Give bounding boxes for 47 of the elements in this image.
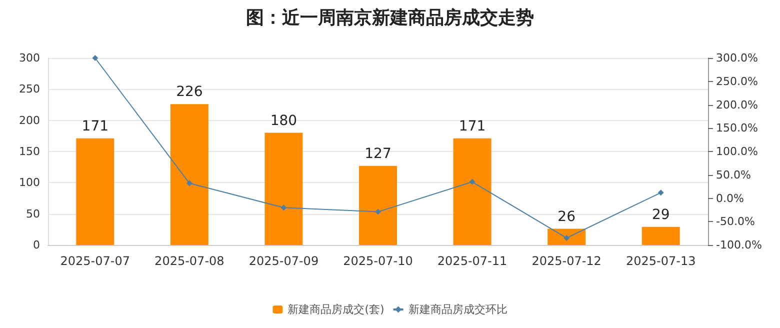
legend-label: 新建商品房成交(套) xyxy=(288,303,384,316)
x-tick-label: 2025-07-09 xyxy=(248,254,319,268)
data-label: 26 xyxy=(558,208,576,225)
data-label: 226 xyxy=(176,84,203,100)
y2-tick-label: 200.0% xyxy=(716,98,758,112)
legend-label: 新建商品房成交环比 xyxy=(408,303,508,316)
y-tick-label: 250 xyxy=(19,82,40,96)
x-tick-label: 2025-07-10 xyxy=(343,254,413,268)
y-tick-label: 0 xyxy=(33,238,40,252)
point xyxy=(375,208,381,215)
bar xyxy=(548,228,586,245)
y2-tick-label: 100.0% xyxy=(716,145,758,158)
y2-tick-label: -50.0% xyxy=(716,215,755,228)
y-tick-label: 300 xyxy=(19,52,40,64)
bar xyxy=(264,132,303,245)
x-tick-label: 2025-07-07 xyxy=(60,254,130,268)
point xyxy=(92,55,98,61)
data-label: 29 xyxy=(652,206,670,223)
y2-tick-label: -100.0% xyxy=(716,238,762,252)
x-tick-label: 2025-07-08 xyxy=(154,254,224,268)
y-tick-label: 200 xyxy=(19,114,40,127)
data-label: 127 xyxy=(364,146,392,162)
bar xyxy=(359,166,397,245)
y-tick-label: 50 xyxy=(26,207,40,220)
bar xyxy=(642,226,680,245)
x-tick-label: 2025-07-13 xyxy=(626,254,696,268)
y-tick-label: 150 xyxy=(19,145,40,158)
bar xyxy=(170,104,208,245)
point xyxy=(186,180,192,186)
y2-tick-label: 250.0% xyxy=(716,74,758,88)
y-tick-label: 100 xyxy=(19,176,40,190)
data-label: 171 xyxy=(458,118,486,134)
bar xyxy=(76,138,114,245)
point xyxy=(564,234,570,241)
y2-tick-label: 0.0% xyxy=(716,192,744,205)
data-label: 171 xyxy=(82,118,109,134)
y2-tick-label: 300.0% xyxy=(716,52,758,64)
chart-title: 图：近一周南京新建商品房成交走势 xyxy=(246,8,534,28)
data-label: 180 xyxy=(270,112,298,129)
y2-tick-label: 50.0% xyxy=(716,168,751,182)
x-tick-label: 2025-07-12 xyxy=(532,254,602,268)
y2-tick-label: 150.0% xyxy=(716,122,758,135)
point xyxy=(469,178,476,185)
point xyxy=(280,204,287,211)
point xyxy=(658,190,664,196)
x-tick-label: 2025-07-11 xyxy=(437,254,508,268)
bar xyxy=(453,138,492,245)
